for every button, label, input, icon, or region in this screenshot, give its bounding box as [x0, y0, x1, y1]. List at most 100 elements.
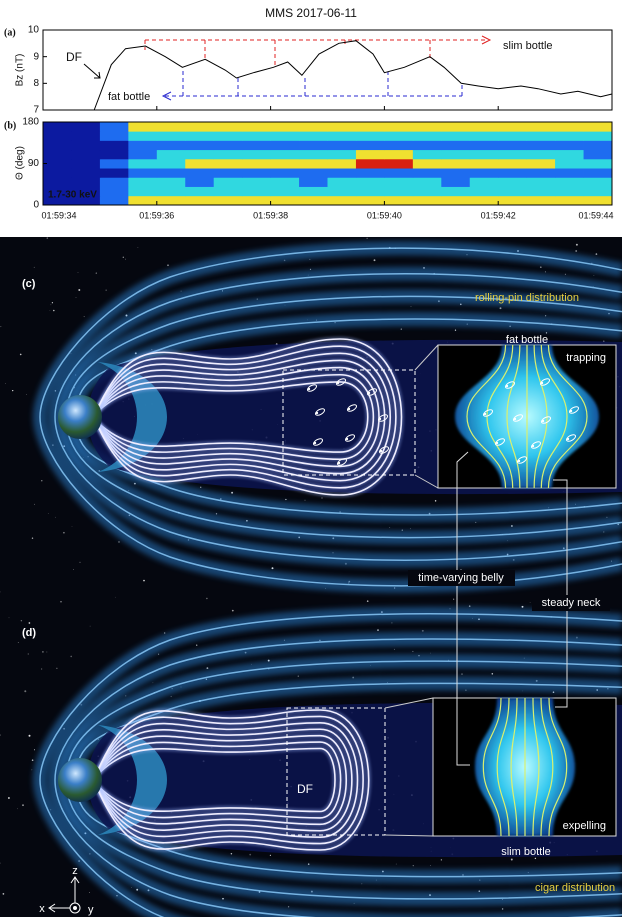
heat-cell: [413, 168, 442, 178]
heat-cell: [299, 159, 328, 169]
y-axis-label: Bz (nT): [15, 54, 26, 87]
particle: [496, 442, 498, 444]
star: [231, 853, 232, 854]
star: [430, 653, 431, 654]
heat-cell: [413, 131, 442, 141]
y-tick-label: 180: [22, 117, 39, 128]
y-tick-label: 8: [33, 78, 39, 89]
star: [34, 267, 35, 268]
star: [24, 690, 26, 692]
heat-cell: [100, 187, 129, 197]
heat-cell: [271, 122, 300, 132]
star: [118, 541, 119, 542]
heat-cell: [555, 122, 584, 132]
heat-cell: [100, 131, 129, 141]
heat-cell: [498, 131, 527, 141]
guide-line: [165, 68, 462, 96]
heat-cell: [100, 122, 129, 132]
heat-cell: [214, 168, 243, 178]
star: [34, 749, 35, 750]
neck-label: steady neck: [542, 597, 601, 609]
guide-line: [145, 40, 488, 68]
star: [374, 259, 376, 261]
heat-cell: [413, 196, 442, 206]
y-axis-label: Θ (deg): [15, 146, 26, 180]
star: [34, 504, 35, 505]
heat-cell: [413, 150, 442, 160]
heat-cell: [185, 187, 214, 197]
heat-cell: [299, 131, 328, 141]
heat-cell: [299, 140, 328, 150]
heat-cell: [242, 131, 271, 141]
star: [115, 597, 116, 598]
star: [125, 695, 126, 696]
heat-cell: [185, 122, 214, 132]
star: [164, 632, 165, 633]
star: [26, 394, 27, 395]
star: [401, 328, 402, 329]
heat-cell: [214, 187, 243, 197]
particle: [570, 410, 572, 412]
inset-label: expelling: [563, 820, 606, 832]
heat-cell: [71, 140, 100, 150]
heat-cell: [71, 122, 100, 132]
heat-cell: [128, 131, 157, 141]
heat-cell: [185, 140, 214, 150]
star: [565, 274, 566, 275]
y-tick-label: 90: [28, 158, 40, 169]
star: [455, 330, 456, 331]
particle: [337, 382, 339, 384]
heat-cell: [100, 140, 129, 150]
particle: [348, 408, 350, 410]
heat-cell: [157, 168, 186, 178]
star: [48, 513, 49, 514]
y-tick-label: 10: [28, 25, 40, 36]
heat-cell: [328, 150, 357, 160]
star: [410, 528, 411, 529]
star: [308, 863, 310, 865]
particle: [518, 460, 520, 462]
x-tick-label: 01:59:40: [367, 210, 402, 220]
heat-cell: [242, 150, 271, 160]
star: [96, 272, 97, 273]
df-arrow: [84, 64, 100, 78]
heat-cell: [384, 131, 413, 141]
star: [396, 864, 397, 865]
heat-cell: [157, 131, 186, 141]
heat-cell: [214, 159, 243, 169]
star: [52, 302, 53, 303]
star: [540, 266, 542, 268]
distribution-label: rolling-pin distribution: [475, 292, 579, 304]
heat-cell: [498, 196, 527, 206]
star: [231, 492, 233, 494]
heat-cell: [71, 168, 100, 178]
heat-cell: [356, 150, 385, 160]
star: [78, 289, 80, 291]
star: [367, 600, 369, 602]
heat-cell: [328, 196, 357, 206]
heat-cell: [384, 177, 413, 187]
heat-cell: [441, 140, 470, 150]
annotation: fat bottle: [108, 91, 150, 103]
axis-dot: [74, 907, 77, 910]
heat-cell: [271, 196, 300, 206]
particle: [567, 438, 569, 440]
x-tick-label: 01:59:44: [578, 210, 613, 220]
star: [298, 676, 299, 677]
star: [232, 610, 234, 612]
star: [461, 674, 462, 675]
heat-cell: [441, 168, 470, 178]
heat-cell: [271, 159, 300, 169]
heat-cell: [356, 168, 385, 178]
heat-cell: [584, 196, 613, 206]
heat-cell: [43, 131, 72, 141]
heat-cell: [441, 131, 470, 141]
star: [41, 668, 42, 669]
heat-cell: [43, 140, 72, 150]
heat-cell: [527, 131, 556, 141]
earth: [58, 758, 102, 802]
panel-label: (a): [4, 27, 16, 38]
star: [441, 859, 442, 860]
star: [84, 316, 85, 317]
heat-cell: [441, 196, 470, 206]
